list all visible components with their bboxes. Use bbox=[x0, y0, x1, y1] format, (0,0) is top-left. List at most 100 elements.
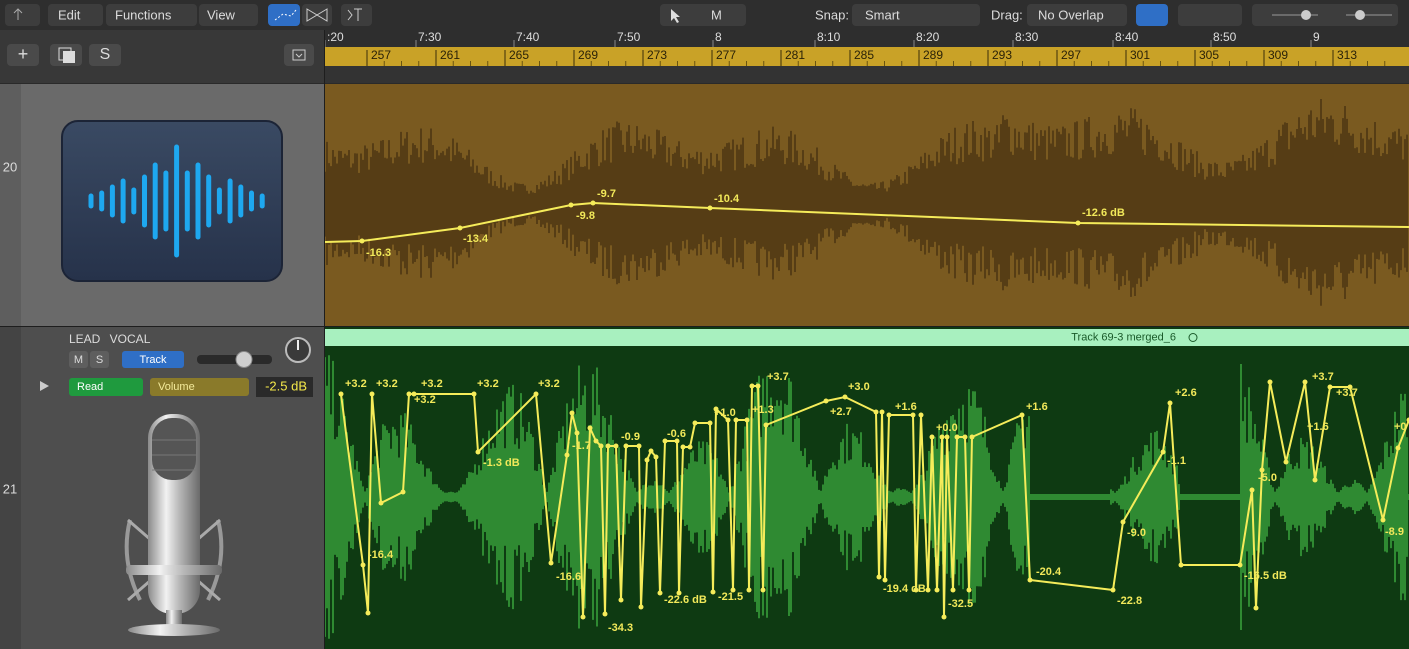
automation-node bbox=[590, 200, 596, 206]
automation-node bbox=[605, 443, 611, 449]
collapse-button[interactable] bbox=[284, 44, 314, 66]
automation-label: -0.9 bbox=[621, 431, 640, 443]
add-track-button[interactable] bbox=[7, 44, 39, 66]
automation-label: -1.3 dB bbox=[483, 457, 520, 469]
automation-node bbox=[574, 430, 580, 436]
snap-dropdown[interactable] bbox=[852, 4, 980, 26]
track-mode-button[interactable] bbox=[122, 351, 184, 368]
automation-label: +3.7 bbox=[1312, 371, 1334, 383]
automation-node bbox=[1019, 412, 1025, 418]
catch-button[interactable] bbox=[341, 4, 372, 26]
automation-node bbox=[587, 425, 593, 431]
time-label: 8:20 bbox=[916, 30, 940, 44]
automation-label: +0.0 bbox=[936, 422, 958, 434]
slider-knob[interactable] bbox=[1355, 10, 1365, 20]
volume-slider[interactable] bbox=[197, 355, 272, 364]
automation-node bbox=[962, 434, 968, 440]
automation-label: +0 bbox=[1394, 421, 1407, 433]
snap-label: Snap: bbox=[815, 7, 849, 22]
automation-label: -22.6 dB bbox=[664, 594, 707, 606]
automation-label: +1.6 bbox=[895, 401, 917, 413]
automation-node bbox=[400, 489, 406, 495]
tool-menu[interactable] bbox=[660, 4, 746, 26]
bar-label: 273 bbox=[647, 48, 667, 62]
automation-node bbox=[598, 443, 604, 449]
automation-node bbox=[1395, 445, 1401, 451]
parameter-dropdown[interactable] bbox=[150, 378, 249, 396]
automation-icon bbox=[274, 9, 297, 21]
track-number: 21 bbox=[3, 481, 17, 496]
automation-node bbox=[939, 434, 945, 440]
automation-node bbox=[411, 391, 417, 397]
automation-node bbox=[1167, 400, 1173, 406]
mute-label: M bbox=[74, 354, 83, 366]
automation-node bbox=[369, 391, 375, 397]
slider-knob[interactable] bbox=[1301, 10, 1311, 20]
automation-node bbox=[1302, 379, 1308, 385]
region-name: Track 69-3 merged_6 bbox=[1071, 331, 1176, 343]
mute-button[interactable] bbox=[69, 351, 88, 368]
automation-node bbox=[950, 587, 956, 593]
global-solo-button[interactable] bbox=[89, 44, 121, 66]
automation-node bbox=[760, 587, 766, 593]
track-name: LEAD VOCAL bbox=[69, 332, 151, 346]
automation-mode-dropdown[interactable] bbox=[69, 378, 143, 396]
bar-label: 277 bbox=[716, 48, 736, 62]
automation-node bbox=[365, 610, 371, 616]
catch-icon bbox=[347, 8, 362, 21]
automation-node bbox=[580, 614, 586, 620]
automation-label: -8.9 bbox=[1385, 526, 1404, 538]
automation-node bbox=[680, 444, 686, 450]
ruler-labels: :20 7:30 7:40 7:50 8 8:10 8:20 8:30 8:40 8:50 9 257… bbox=[324, 30, 1386, 66]
track-number: 20 bbox=[3, 159, 17, 174]
marker-lane bbox=[325, 66, 1409, 83]
value-field[interactable] bbox=[256, 377, 313, 397]
automation-label: +3.0 bbox=[848, 381, 870, 393]
drag-label: Drag: bbox=[991, 7, 1023, 22]
automation-node bbox=[644, 457, 650, 463]
automation-node bbox=[1160, 449, 1166, 455]
drag-value: No Overlap bbox=[1038, 7, 1104, 22]
view-menu[interactable] bbox=[199, 4, 258, 26]
menu-label: View bbox=[207, 7, 236, 22]
automation-node bbox=[648, 448, 654, 454]
automation-node bbox=[1327, 384, 1333, 390]
automation-label: -16.6 bbox=[556, 571, 581, 583]
automation-label: -32.5 bbox=[948, 598, 973, 610]
automation-node bbox=[687, 444, 693, 450]
parameter: Volume bbox=[158, 381, 195, 393]
functions-menu[interactable] bbox=[106, 4, 197, 26]
automation-node bbox=[966, 587, 972, 593]
back-button[interactable] bbox=[5, 4, 40, 26]
automation-label: +3.2 bbox=[538, 378, 560, 390]
zoom-buttons[interactable] bbox=[1178, 4, 1242, 26]
zoom-sliders[interactable] bbox=[1252, 4, 1398, 26]
automation-node bbox=[941, 614, 947, 620]
automation-label: +3.2 bbox=[421, 378, 443, 390]
automation-mode: Read bbox=[77, 381, 103, 393]
time-label: 8 bbox=[715, 30, 722, 44]
edit-menu[interactable] bbox=[48, 4, 103, 26]
automation-points: -16.3 -13.4 -9.8-9.7 -10.4 -12.6 dB bbox=[359, 188, 1125, 259]
loop-icon[interactable] bbox=[1188, 333, 1198, 342]
automation-node bbox=[1237, 562, 1243, 568]
bar-label: 305 bbox=[1199, 48, 1219, 62]
bar-label: 257 bbox=[371, 48, 391, 62]
automation-node bbox=[730, 587, 736, 593]
automation-node bbox=[1267, 379, 1273, 385]
automation-label: +3.2 bbox=[376, 378, 398, 390]
time-label: 7:40 bbox=[516, 30, 540, 44]
automation-node bbox=[568, 202, 574, 208]
solo-button[interactable] bbox=[90, 351, 109, 368]
bar-label: 285 bbox=[854, 48, 874, 62]
menu-label: Functions bbox=[115, 7, 172, 22]
bar-label: 313 bbox=[1337, 48, 1357, 62]
drag-dropdown[interactable] bbox=[1027, 4, 1127, 26]
volume-knob[interactable] bbox=[235, 351, 253, 368]
automation-button[interactable] bbox=[268, 4, 300, 26]
waveform-zoom-button[interactable] bbox=[1136, 4, 1168, 26]
automation-node bbox=[954, 434, 960, 440]
automation-node bbox=[1027, 577, 1033, 583]
disclosure-triangle[interactable] bbox=[40, 381, 49, 391]
automation-node bbox=[823, 398, 829, 404]
